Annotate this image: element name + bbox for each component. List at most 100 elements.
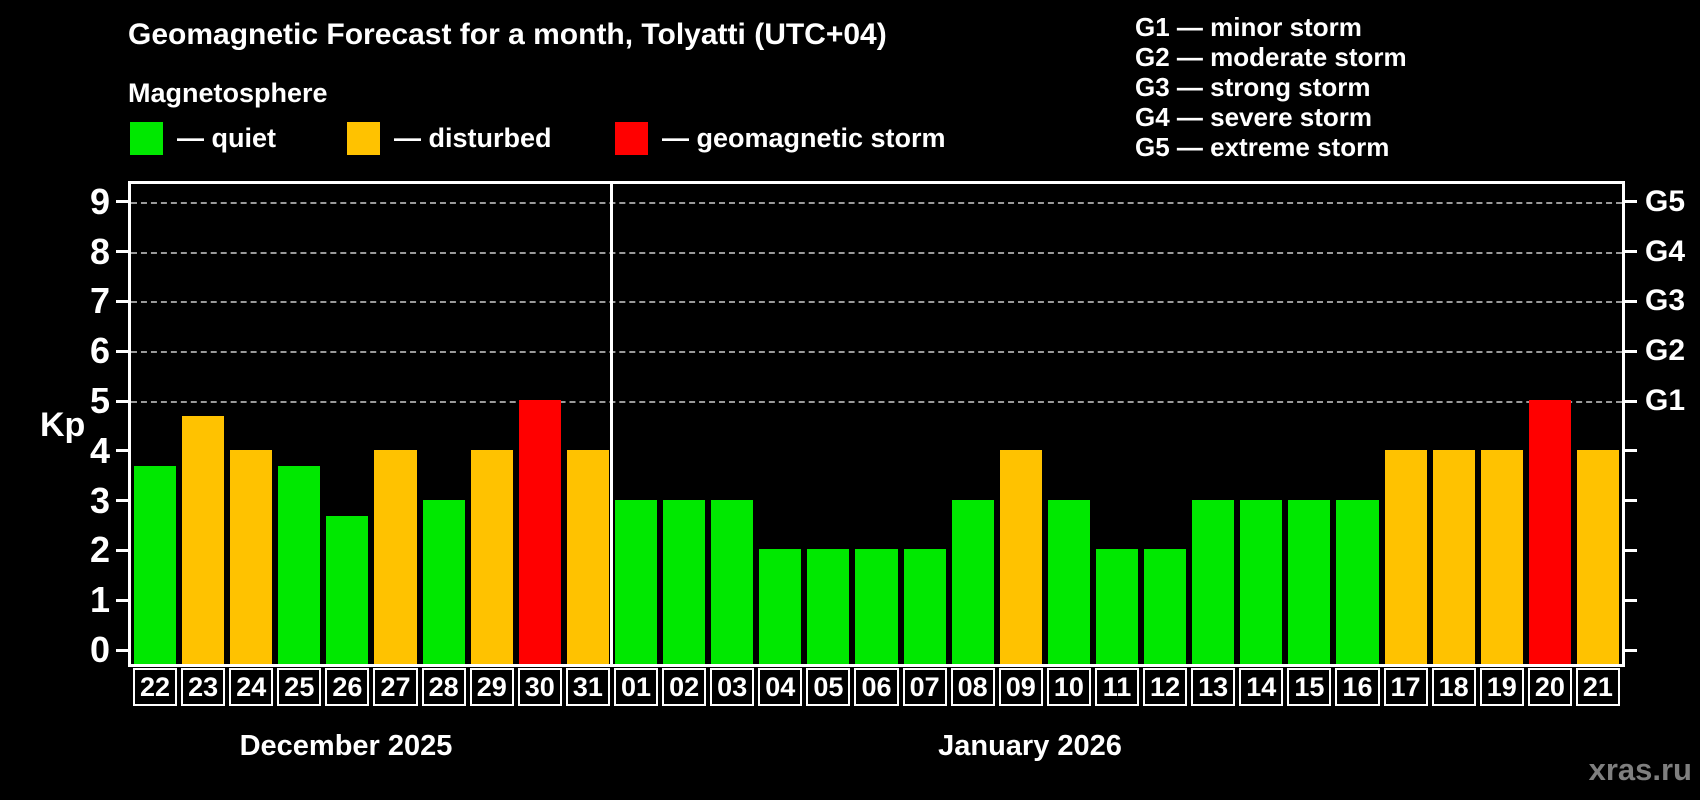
kp-axis-title: Kp [40,406,86,444]
day-box-jan-15: 15 [1287,668,1332,706]
kp-bar-jan-03 [711,499,754,664]
day-box-jan-18: 18 [1431,668,1476,706]
kp-bar-jan-01 [614,499,658,664]
y-tick-left-9 [116,200,130,204]
kp-bar-jan-18 [1432,449,1475,664]
day-box-jan-12: 12 [1143,668,1188,706]
kp-bar-jan-13 [1192,499,1235,664]
y-tick-label-0: 0 [89,629,110,670]
day-box-dec-29: 29 [469,668,514,706]
kp-bar-jan-20 [1528,400,1571,664]
kp-bar-dec-24 [230,449,273,664]
month-divider-line [610,184,614,664]
kp-bar-jan-11 [1095,549,1139,664]
day-box-jan-03: 03 [710,668,755,706]
g-axis-label-g1: G1 [1645,384,1686,417]
y-tick-label-7: 7 [89,280,110,322]
day-box-jan-16: 16 [1335,668,1380,706]
kp-bar-jan-15 [1288,499,1331,664]
y-tick-left-2 [116,548,130,552]
day-box-dec-27: 27 [373,668,418,706]
quiet-swatch-icon [130,121,163,155]
day-box-dec-31: 31 [565,668,610,706]
kp-bar-jan-06 [855,549,898,664]
y-tick-label-2: 2 [89,529,110,571]
gridline-kp-9 [131,201,1622,204]
day-box-dec-26: 26 [325,668,370,706]
day-box-jan-19: 19 [1479,668,1524,706]
kp-bar-dec-23 [182,416,225,664]
day-box-jan-09: 09 [998,668,1043,706]
y-tick-label-4: 4 [89,429,110,471]
y-tick-left-0 [116,648,130,652]
day-box-jan-14: 14 [1239,668,1284,706]
kp-bar-jan-16 [1336,499,1379,664]
kp-bar-jan-07 [903,549,946,664]
y-tick-right-8 [1623,250,1637,254]
y-tick-left-5 [116,399,130,403]
y-tick-label-6: 6 [89,330,110,372]
gridline-kp-8 [131,251,1622,254]
storm-swatch-icon [615,121,648,155]
kp-bar-dec-26 [326,516,369,664]
magnetosphere-label: Magnetosphere [128,78,328,108]
g-scale-legend: G1 — minor storm G2 — moderate storm G3 … [1135,12,1407,162]
day-box-jan-21: 21 [1575,668,1620,706]
day-box-jan-08: 08 [950,668,995,706]
y-tick-label-1: 1 [89,579,110,621]
y-tick-right-9 [1623,200,1637,204]
legend-item-storm: — geomagnetic storm [615,121,946,155]
kp-bar-dec-29 [470,449,513,664]
kp-bar-jan-09 [999,449,1042,664]
day-box-dec-30: 30 [517,668,562,706]
month-label-january: January 2026 [938,730,1122,762]
kp-bar-dec-27 [374,449,417,664]
kp-bar-dec-30 [518,400,561,664]
y-tick-left-4 [116,449,130,453]
y-tick-label-9: 9 [89,180,110,222]
g-axis-label-g4: G4 [1645,234,1686,268]
day-box-jan-02: 02 [662,668,707,706]
kp-bar-jan-05 [807,549,850,664]
day-box-jan-10: 10 [1046,668,1091,706]
gridline-kp-6 [131,351,1622,354]
quiet-label: — quiet [177,122,276,153]
day-box-jan-06: 06 [854,668,899,706]
day-box-jan-20: 20 [1527,668,1572,706]
legend-item-disturbed: — disturbed [347,121,552,155]
disturbed-label: — disturbed [394,122,552,153]
kp-bar-jan-12 [1144,549,1187,664]
g2-legend-line: G2 — moderate storm [1135,42,1407,72]
y-tick-left-3 [116,499,130,503]
kp-bar-jan-14 [1240,499,1283,664]
kp-bar-jan-02 [663,499,706,664]
kp-bar-dec-22 [134,466,177,664]
y-tick-left-7 [116,299,130,303]
month-label-december: December 2025 [239,730,453,762]
y-tick-right-3 [1623,499,1637,503]
kp-bar-jan-04 [759,549,802,664]
day-box-jan-05: 05 [806,668,851,706]
y-tick-label-5: 5 [89,380,110,421]
y-tick-right-7 [1623,299,1637,303]
kp-bar-dec-31 [566,449,609,664]
y-tick-left-1 [116,598,130,602]
day-box-jan-11: 11 [1094,668,1140,706]
kp-bar-jan-10 [1047,499,1090,664]
plot-area [128,181,1625,667]
watermark: xras.ru [1588,752,1692,787]
disturbed-swatch-icon [347,121,380,155]
day-box-dec-22: 22 [133,668,178,706]
storm-label: — geomagnetic storm [662,122,946,153]
y-tick-right-1 [1623,598,1637,602]
kp-bar-dec-25 [278,466,321,664]
kp-bar-jan-19 [1480,449,1523,664]
gridline-kp-7 [131,301,1622,304]
day-box-dec-28: 28 [421,668,466,706]
day-box-dec-23: 23 [181,668,226,706]
g5-legend-line: G5 — extreme storm [1135,132,1390,162]
g1-legend-line: G1 — minor storm [1135,12,1362,42]
kp-bar-dec-28 [422,499,465,664]
chart-title: Geomagnetic Forecast for a month, Tolyat… [128,18,887,51]
